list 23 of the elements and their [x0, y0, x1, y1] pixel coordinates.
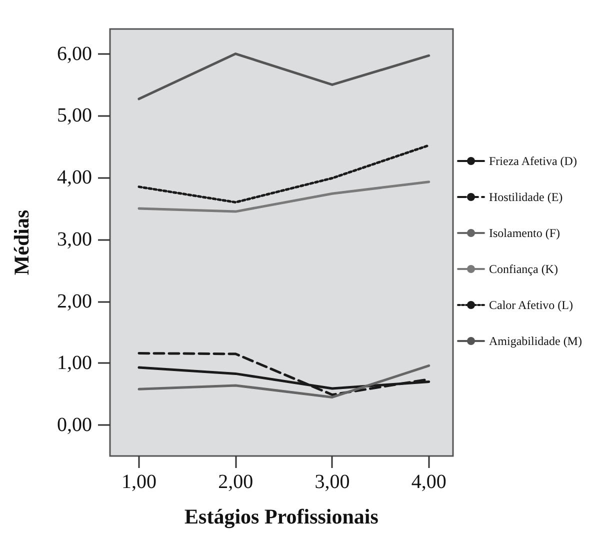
y-tick-label: 6,00 [57, 42, 92, 65]
x-tick-label: 2,00 [218, 471, 254, 493]
y-tick-label: 4,00 [57, 166, 92, 189]
legend-label: Amigabilidade (M) [489, 334, 582, 348]
y-tick-label: 2,00 [57, 290, 92, 312]
line-series [138, 364, 430, 398]
x-tick-label: 1,00 [121, 471, 156, 493]
x-tick-label: 3,00 [314, 471, 350, 493]
x-tick-label: 4,00 [411, 471, 446, 493]
legend-label: Frieza Afetiva (D) [489, 154, 577, 168]
y-tick-label: 1,00 [57, 352, 92, 374]
y-axis-title: Médias [10, 210, 34, 276]
legend-label: Confiança (K) [489, 262, 558, 276]
y-tick-label: 5,00 [57, 104, 92, 127]
y-tick-label: 3,00 [57, 228, 92, 250]
legend-label: Hostilidade (E) [489, 190, 563, 204]
y-tick-label: 0,00 [57, 414, 92, 436]
line-series [138, 180, 430, 213]
legend-label: Calor Afetivo (L) [489, 298, 573, 312]
x-axis-title: Estágios Profissionais [184, 504, 378, 528]
line-series [138, 52, 430, 100]
legend-label: Isolamento (F) [489, 226, 560, 240]
line-series [138, 144, 430, 204]
